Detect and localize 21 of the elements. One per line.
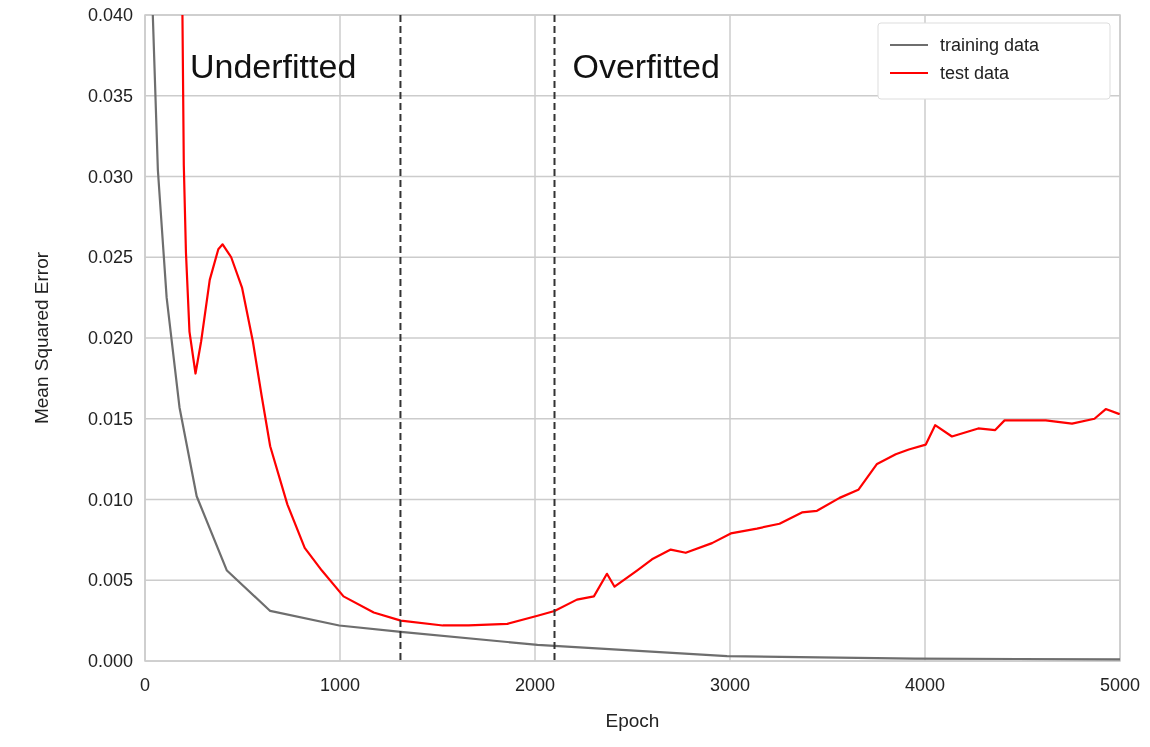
y-tick-label: 0.005 (87, 570, 133, 591)
annotation: Overfitted (572, 47, 720, 85)
legend-label: test data (940, 63, 1011, 83)
x-axis-title: Epoch (605, 710, 660, 731)
y-tick-label: 0.030 (87, 166, 133, 187)
y-tick-label: 0.025 (87, 247, 133, 268)
annotation: Underfitted (190, 47, 357, 85)
y-tick-label: 0.000 (87, 651, 133, 671)
y-tick-label: 0.015 (87, 408, 133, 429)
y-tick-label: 0.040 (87, 5, 133, 25)
legend-label: training data (940, 35, 1041, 55)
x-tick-label: 1000 (319, 675, 361, 695)
x-tick-label: 5000 (1099, 675, 1141, 695)
x-tick-label: 4000 (904, 675, 946, 695)
y-axis-title: Mean Squared Error (31, 251, 52, 425)
y-tick-label: 0.010 (87, 489, 133, 510)
x-tick-label: 2000 (514, 675, 556, 695)
y-tick-label: 0.020 (87, 328, 133, 348)
x-tick-label: 3000 (709, 675, 751, 695)
y-tick-label: 0.035 (87, 85, 133, 106)
x-tick-label: 0 (139, 675, 151, 695)
